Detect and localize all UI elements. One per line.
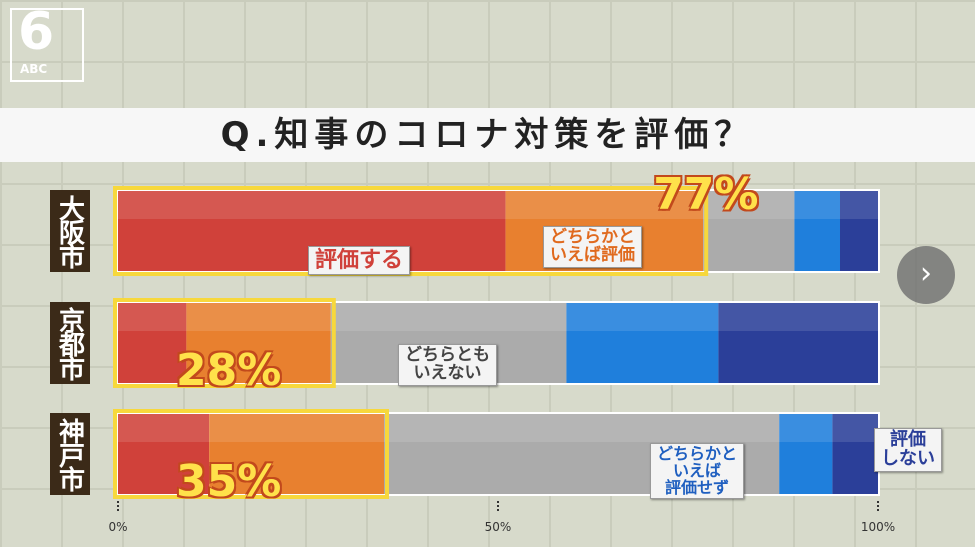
bar-segment [840,191,878,271]
x-tick-label: 0% [108,520,128,534]
bar-segment [718,303,878,383]
bar-segment [779,414,833,494]
total-label: 28% [176,345,282,396]
x-tick-label: 50% [484,520,512,534]
total-label: 77% [653,169,759,220]
logo-number: 6 [18,2,55,62]
legend-label: どちらかと いえば評価 [543,226,642,268]
highlight-frame [113,409,389,499]
bar-segment [794,191,840,271]
bar-shine [118,414,878,442]
bar-segment [186,303,331,383]
bar-segment [118,303,187,383]
highlight-frame [113,186,709,276]
next-button[interactable]: › [897,246,955,304]
legend-label: どちらとも いえない [398,344,497,386]
logo: 6 ABC [10,2,84,82]
bar-segment [566,303,719,383]
category-label: 大阪市 [50,190,90,272]
legend-label: どちらかと いえば 評価せず [650,443,745,500]
bar-shine [118,191,878,219]
legend-label: 評価 しない [874,428,942,472]
bar-segment [703,191,795,271]
chart-title: Q.知事のコロナ対策を評価？ [0,108,975,162]
legend-label: 評価する [308,246,411,276]
bar-segment [118,414,210,494]
total-label: 35% [176,456,282,507]
category-label: 神戸市 [50,413,90,495]
highlight-frame [113,298,336,388]
logo-text: ABC [20,62,48,76]
category-label: 京都市 [50,302,90,384]
bar-segment [209,414,384,494]
x-tick-label: 100% [860,520,896,534]
bar-shine [118,303,878,331]
bar-segment [832,414,878,494]
